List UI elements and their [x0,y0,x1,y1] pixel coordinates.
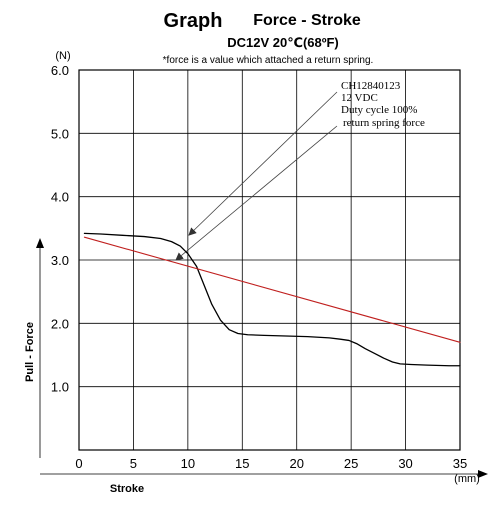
annotation-model: CH12840123 [341,80,401,92]
grid-layer [79,70,460,450]
x-tick-label: 30 [398,456,412,471]
annotation-layer: CH12840123 12 VDC Duty cycle 100% return… [175,80,425,261]
series-layer [83,232,461,367]
annotation-duty-cycle: Duty cycle 100% [341,104,417,116]
y-tick-label: 1.0 [51,380,69,395]
y-tick-label: 6.0 [51,63,69,78]
y-axis-title: Pull - Force [24,322,36,382]
x-unit-label: (mm) [454,473,480,485]
annotation-pointer-duty [188,91,338,236]
annotation-pointer-spring [175,125,338,261]
annotation-return-spring: return spring force [343,117,425,129]
series-line-0 [83,232,461,367]
x-tick-label: 10 [181,456,195,471]
y-tick-label: 5.0 [51,126,69,141]
chart-note: *force is a value which attached a retur… [163,55,374,66]
annotation-voltage: 12 VDC [341,92,378,104]
x-tick-label: 0 [75,456,82,471]
tick-labels: 0 5 10 15 20 25 30 35 1.0 2.0 3.0 4.0 5.0 6.0 [51,63,467,471]
x-tick-label: 35 [453,456,467,471]
chart-subtitle: DC12V 20℃(68ºF) [227,35,339,50]
y-tick-label: 4.0 [51,190,69,205]
x-tick-label: 20 [289,456,303,471]
chart-title-suffix: Force - Stroke [253,12,361,29]
series-line-1 [83,236,461,343]
y-tick-label: 3.0 [51,253,69,268]
x-tick-label: 15 [235,456,249,471]
y-unit-label: (N) [55,50,70,62]
y-axis-arrow-head [36,238,44,248]
x-tick-label: 5 [130,456,137,471]
x-tick-label: 25 [344,456,358,471]
x-axis-title: Stroke [110,483,144,495]
y-tick-label: 2.0 [51,316,69,331]
x-axis-arrow-head [478,470,488,478]
chart-title: Graph [164,10,223,32]
